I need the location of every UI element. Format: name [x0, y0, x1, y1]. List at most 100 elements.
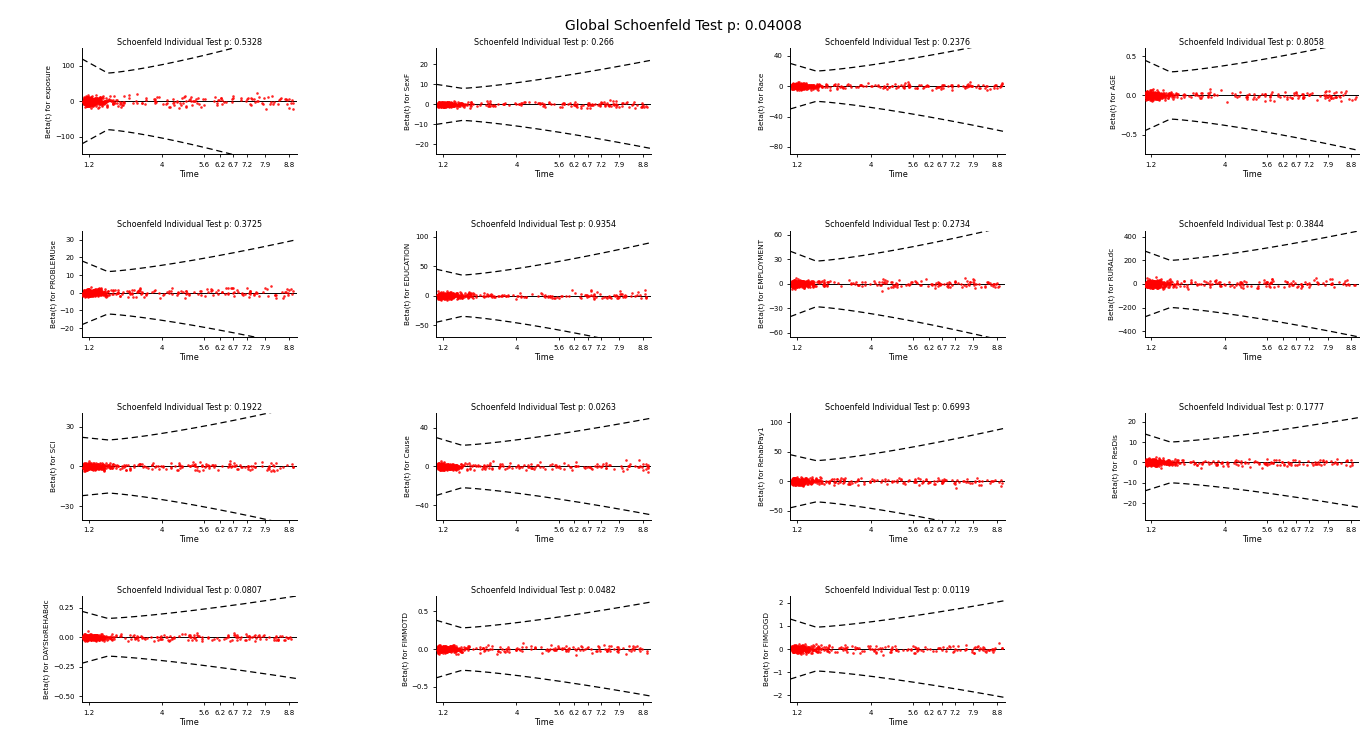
Point [899, 80, 921, 91]
Point [885, 278, 907, 290]
Point [792, 476, 814, 488]
Point [904, 647, 926, 659]
Point [436, 290, 458, 302]
Point [75, 630, 97, 642]
Point [628, 646, 650, 658]
Point [79, 290, 101, 302]
Point [75, 633, 97, 645]
Point [885, 643, 907, 655]
Point [76, 632, 98, 644]
Point [785, 642, 807, 654]
Point [813, 280, 835, 292]
Point [795, 279, 817, 291]
Point [1145, 460, 1167, 472]
Point [448, 466, 470, 478]
Point [785, 476, 807, 488]
Point [92, 92, 113, 104]
Point [783, 279, 805, 291]
Point [280, 283, 302, 295]
Point [1137, 276, 1158, 288]
Point [444, 461, 466, 473]
Point [74, 632, 96, 643]
Point [438, 460, 460, 472]
Point [83, 631, 105, 643]
Point [123, 284, 145, 296]
Point [280, 97, 302, 108]
Point [429, 641, 451, 653]
Point [432, 643, 454, 655]
Point [792, 279, 814, 291]
Point [156, 464, 178, 476]
Point [807, 646, 829, 658]
Point [74, 97, 96, 108]
Point [1139, 279, 1161, 291]
Point [426, 288, 448, 300]
Point [437, 99, 459, 111]
Point [428, 642, 449, 654]
Point [434, 291, 456, 303]
Point [835, 644, 856, 656]
Point [1285, 87, 1307, 99]
Point [934, 474, 956, 486]
Point [72, 288, 94, 300]
Point [455, 643, 477, 655]
Point [444, 462, 466, 474]
Point [83, 93, 105, 105]
Point [490, 290, 512, 302]
Point [1139, 91, 1161, 103]
Point [783, 475, 805, 487]
Point [626, 640, 647, 652]
Point [438, 463, 460, 475]
Point [81, 99, 102, 111]
Point [436, 459, 458, 471]
Point [1135, 455, 1157, 467]
Point [428, 97, 449, 108]
Point [78, 461, 100, 473]
Point [428, 292, 449, 304]
Point [783, 476, 805, 487]
Point [1141, 454, 1162, 466]
Point [124, 632, 146, 643]
Point [785, 81, 807, 93]
Point [968, 643, 990, 655]
Point [85, 632, 107, 643]
Point [1139, 90, 1161, 102]
Point [1145, 458, 1167, 470]
Point [265, 635, 287, 646]
Point [489, 460, 511, 472]
Point [72, 461, 94, 473]
Point [78, 634, 100, 646]
Point [489, 461, 511, 473]
Point [1142, 458, 1164, 470]
Point [74, 288, 96, 299]
Point [1138, 280, 1160, 292]
Point [433, 646, 455, 658]
Point [872, 276, 893, 288]
Point [566, 649, 587, 661]
Point [783, 279, 805, 291]
Point [791, 281, 813, 293]
Point [75, 461, 97, 473]
Point [1139, 455, 1161, 467]
Point [433, 462, 455, 474]
Point [1137, 90, 1158, 102]
Point [432, 288, 454, 300]
Point [436, 460, 458, 472]
Point [78, 288, 100, 299]
Point [1193, 456, 1214, 468]
Point [429, 640, 451, 652]
Point [440, 101, 462, 113]
Point [1168, 457, 1190, 469]
Point [1137, 88, 1158, 100]
Point [1141, 276, 1162, 288]
Point [1138, 277, 1160, 289]
Point [784, 279, 806, 291]
Point [1231, 460, 1253, 472]
Point [790, 475, 811, 487]
Point [1137, 456, 1158, 468]
Point [787, 80, 809, 91]
Point [1145, 457, 1167, 469]
Point [243, 461, 265, 473]
Point [1141, 89, 1162, 101]
Point [785, 278, 807, 290]
